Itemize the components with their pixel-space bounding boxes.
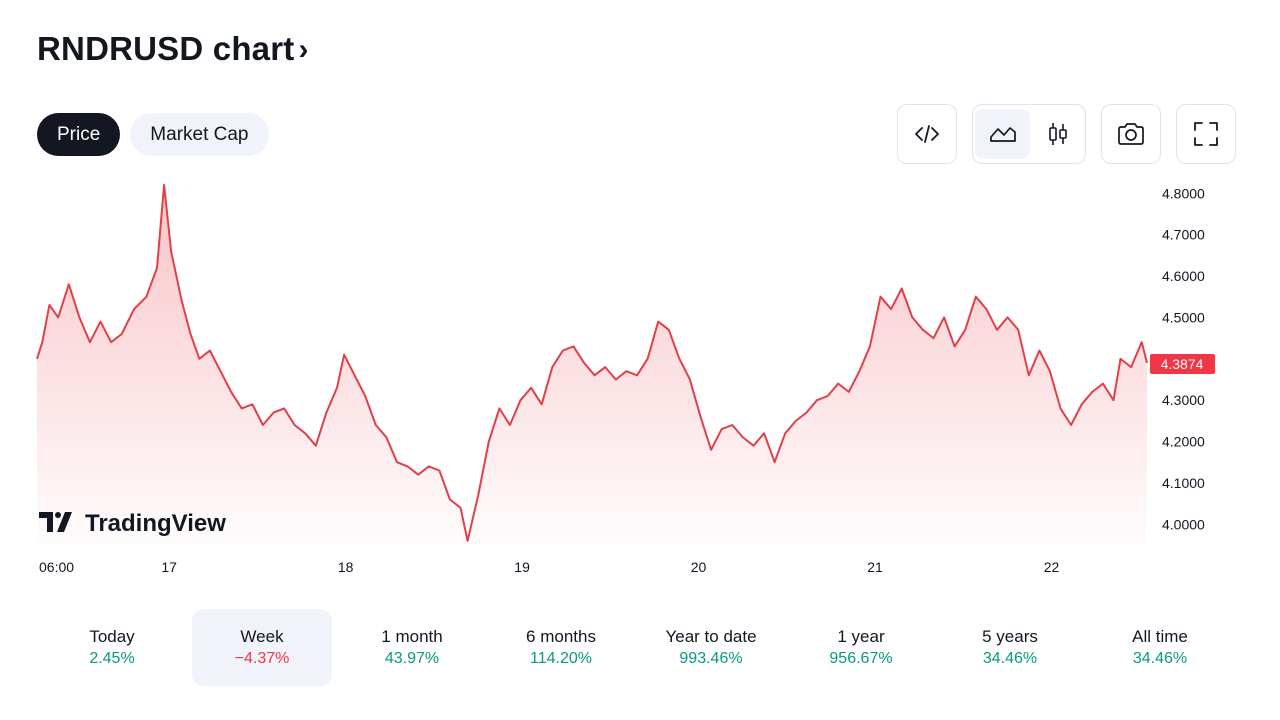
title-text: RNDRUSD chart: [37, 30, 295, 67]
period-value: 2.45%: [89, 649, 135, 667]
chevron-right-icon: ›: [298, 33, 309, 66]
page-title[interactable]: RNDRUSD chart ›: [37, 30, 309, 68]
y-tick-label: 4.7000: [1162, 227, 1205, 243]
y-axis: 4.8000 4.7000 4.6000 4.5000 4.3000 4.2000 4.10…: [1162, 185, 1205, 532]
period-label: All time: [1132, 626, 1188, 646]
last-price-label: 4.3874: [1150, 354, 1215, 375]
period-year-to-date[interactable]: Year to date 993.46%: [641, 609, 781, 686]
fullscreen-button[interactable]: [1176, 104, 1236, 164]
period-value: 993.46%: [679, 649, 743, 667]
area-chart-icon: [989, 127, 1016, 142]
period-value: 34.46%: [982, 649, 1038, 667]
y-tick-label: 4.8000: [1162, 185, 1205, 201]
period-1-month[interactable]: 1 month 43.97%: [342, 609, 482, 686]
fullscreen-icon: [1194, 122, 1218, 146]
embed-button[interactable]: [897, 104, 957, 164]
price-line: [36, 184, 1148, 542]
y-tick-label: 4.1000: [1162, 475, 1205, 491]
tradingview-wordmark: TradingView: [85, 510, 226, 537]
period-label: 1 month: [381, 626, 443, 646]
period-performance-bar: Today 2.45% Week −4.37% 1 month 43.97% 6…: [37, 609, 1237, 686]
area-style-button[interactable]: [975, 109, 1030, 159]
x-tick-label: 18: [338, 559, 354, 575]
period-label: 6 months: [526, 626, 596, 646]
period-all-time[interactable]: All time 34.46%: [1090, 609, 1230, 686]
snapshot-button[interactable]: [1101, 104, 1161, 164]
y-tick-label: 4.6000: [1162, 268, 1205, 284]
candlestick-icon: [1048, 123, 1067, 145]
period-label: Year to date: [665, 626, 757, 646]
camera-icon: [1118, 123, 1144, 145]
y-tick-label: 4.0000: [1162, 516, 1205, 532]
tradingview-logo[interactable]: TradingView: [39, 510, 226, 537]
x-tick-label: 20: [691, 559, 707, 575]
period-value: 34.46%: [1132, 649, 1188, 667]
chart-style-group: [972, 104, 1086, 164]
code-icon: [915, 125, 939, 143]
candles-style-button[interactable]: [1030, 109, 1085, 159]
price-area-fill: [37, 185, 1147, 545]
tradingview-mark-icon: [39, 512, 72, 532]
y-tick-label: 4.5000: [1162, 309, 1205, 325]
period-label: 5 years: [982, 626, 1038, 646]
period-label: Week: [240, 626, 284, 646]
tab-market-cap[interactable]: Market Cap: [130, 113, 269, 156]
x-tick-label: 21: [867, 559, 883, 575]
period-6-months[interactable]: 6 months 114.20%: [491, 609, 631, 686]
x-tick-label: 06:00: [39, 559, 74, 575]
x-tick-label: 17: [161, 559, 177, 575]
period-label: 1 year: [837, 626, 885, 646]
y-tick-label: 4.3000: [1162, 392, 1205, 408]
x-tick-label: 22: [1044, 559, 1060, 575]
period-value: 956.67%: [829, 649, 893, 667]
period-label: Today: [89, 626, 135, 646]
chart-mode-tabs: Price Market Cap: [37, 113, 269, 156]
last-price-value: 4.3874: [1161, 356, 1204, 372]
period-week[interactable]: Week −4.37%: [192, 609, 332, 686]
period-value: −4.37%: [234, 649, 290, 667]
period-value: 114.20%: [530, 649, 592, 667]
period-5-years[interactable]: 5 years 34.46%: [940, 609, 1080, 686]
period-1-year[interactable]: 1 year 956.67%: [791, 609, 931, 686]
period-today[interactable]: Today 2.45%: [42, 609, 182, 686]
y-tick-label: 4.2000: [1162, 434, 1205, 450]
tab-price[interactable]: Price: [37, 113, 121, 156]
x-axis: 06:00 17 18 19 20 21 22: [39, 559, 1059, 575]
price-chart[interactable]: 4.8000 4.7000 4.6000 4.5000 4.3000 4.2000 4.10…: [0, 0, 1280, 600]
period-value: 43.97%: [384, 649, 440, 667]
x-tick-label: 19: [514, 559, 530, 575]
